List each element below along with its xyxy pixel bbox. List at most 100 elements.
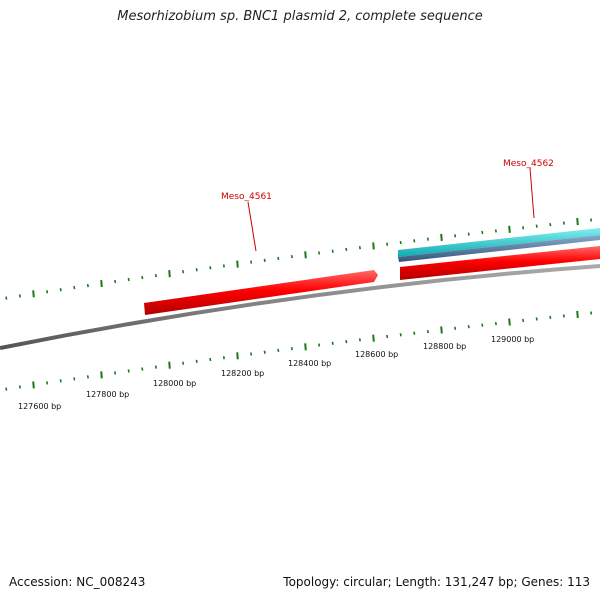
minor-tick <box>18 385 21 389</box>
minor-tick <box>399 240 402 245</box>
major-tick <box>100 279 103 288</box>
tick-label: 127600 bp <box>18 402 61 411</box>
major-tick <box>32 290 35 298</box>
minor-tick <box>590 218 593 222</box>
major-tick <box>304 343 307 351</box>
major-tick <box>372 334 375 342</box>
minor-tick <box>154 365 157 369</box>
topology-label: Topology: circular; Length: 131,247 bp; … <box>283 575 590 589</box>
minor-tick <box>413 331 416 335</box>
minor-tick <box>358 246 361 250</box>
minor-tick <box>481 323 484 327</box>
minor-tick <box>562 314 565 318</box>
minor-tick <box>535 317 538 321</box>
minor-tick <box>209 357 212 362</box>
minor-tick <box>73 377 76 381</box>
minor-tick <box>386 334 389 339</box>
minor-tick <box>426 237 429 241</box>
minor-tick <box>494 229 497 233</box>
tick-label: 129000 bp <box>491 335 534 344</box>
minor-tick <box>263 350 266 354</box>
major-tick <box>236 352 239 360</box>
minor-tick <box>413 239 416 243</box>
major-tick <box>576 310 579 319</box>
minor-tick <box>182 361 185 365</box>
minor-tick <box>345 339 348 344</box>
gene-label-4561: Meso_4561 <box>221 192 272 202</box>
minor-tick <box>277 348 280 353</box>
minor-tick <box>114 279 117 284</box>
minor-tick <box>263 258 266 262</box>
major-tick <box>100 371 103 379</box>
backbone-line <box>0 264 600 350</box>
minor-tick <box>59 288 62 292</box>
minor-tick <box>18 294 21 298</box>
accession-label: Accession: NC_008243 <box>9 575 146 589</box>
minor-tick <box>195 359 198 364</box>
lower-tick-row <box>5 310 593 391</box>
minor-tick <box>86 375 89 379</box>
minor-tick <box>154 273 157 278</box>
major-tick <box>32 381 35 389</box>
minor-tick <box>86 283 89 288</box>
page-title: Mesorhizobium sp. BNC1 plasmid 2, comple… <box>117 9 483 24</box>
minor-tick <box>454 326 457 330</box>
minor-tick <box>222 264 225 268</box>
minor-tick <box>358 338 361 342</box>
minor-tick <box>467 325 470 329</box>
major-tick <box>508 225 511 233</box>
tick-label: 128800 bp <box>423 342 466 351</box>
minor-tick <box>535 224 538 228</box>
minor-tick <box>250 352 253 356</box>
minor-tick <box>195 268 198 272</box>
minor-tick <box>46 290 49 294</box>
minor-tick <box>127 277 130 282</box>
minor-tick <box>46 381 49 385</box>
minor-tick <box>522 226 525 230</box>
minor-tick <box>331 249 334 253</box>
tick-label: 128600 bp <box>355 350 398 359</box>
minor-tick <box>481 230 484 235</box>
minor-tick <box>5 387 8 391</box>
minor-tick <box>290 346 293 351</box>
minor-tick <box>467 232 470 236</box>
minor-tick <box>182 270 185 274</box>
minor-tick <box>250 260 253 264</box>
tick-label: 128200 bp <box>221 369 264 378</box>
minor-tick <box>209 266 212 270</box>
minor-tick <box>331 341 334 345</box>
minor-tick <box>494 321 497 326</box>
major-tick <box>508 318 511 326</box>
minor-tick <box>290 254 293 259</box>
minor-tick <box>454 234 457 238</box>
minor-tick <box>5 296 8 300</box>
minor-tick <box>222 356 225 360</box>
minor-tick <box>59 379 62 383</box>
callout-line-4561 <box>247 201 257 252</box>
major-tick <box>168 270 171 278</box>
gene-blue-band[interactable] <box>398 235 600 262</box>
tick-label: 128400 bp <box>288 359 331 368</box>
minor-tick <box>549 315 552 320</box>
gene-meso-4562[interactable] <box>400 246 600 280</box>
tick-label: 127800 bp <box>86 390 129 399</box>
upper-tick-row <box>5 217 593 300</box>
gene-label-4562: Meso_4562 <box>503 159 554 169</box>
minor-tick <box>386 242 389 246</box>
minor-tick <box>399 333 402 337</box>
minor-tick <box>277 256 280 261</box>
major-tick <box>440 233 443 242</box>
minor-tick <box>318 251 321 255</box>
major-tick <box>168 361 171 369</box>
major-tick <box>440 326 443 334</box>
minor-tick <box>114 371 117 375</box>
tick-label: 128000 bp <box>153 379 196 388</box>
major-tick <box>576 217 579 226</box>
gene-meso-4561[interactable] <box>144 270 378 315</box>
major-tick <box>372 242 375 250</box>
minor-tick <box>562 221 565 225</box>
gene-cyan-band[interactable] <box>398 228 600 257</box>
minor-tick <box>590 311 593 315</box>
